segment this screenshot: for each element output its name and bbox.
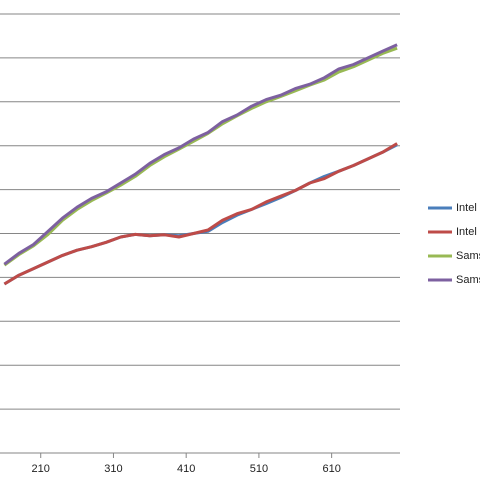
series-line: [3, 142, 398, 286]
x-tick-label: 410: [177, 463, 195, 475]
legend-label: Intel: [456, 202, 477, 214]
x-tick-label: 610: [322, 463, 340, 475]
legend-label: Intel: [456, 226, 477, 238]
series-line: [3, 143, 398, 286]
x-tick-label: 310: [104, 463, 122, 475]
x-tick-label: 210: [32, 463, 50, 475]
legend-label: Sams: [456, 250, 480, 262]
x-tick-label: 510: [250, 463, 268, 475]
legend-label: Sams: [456, 274, 480, 286]
series-line: [3, 43, 398, 266]
